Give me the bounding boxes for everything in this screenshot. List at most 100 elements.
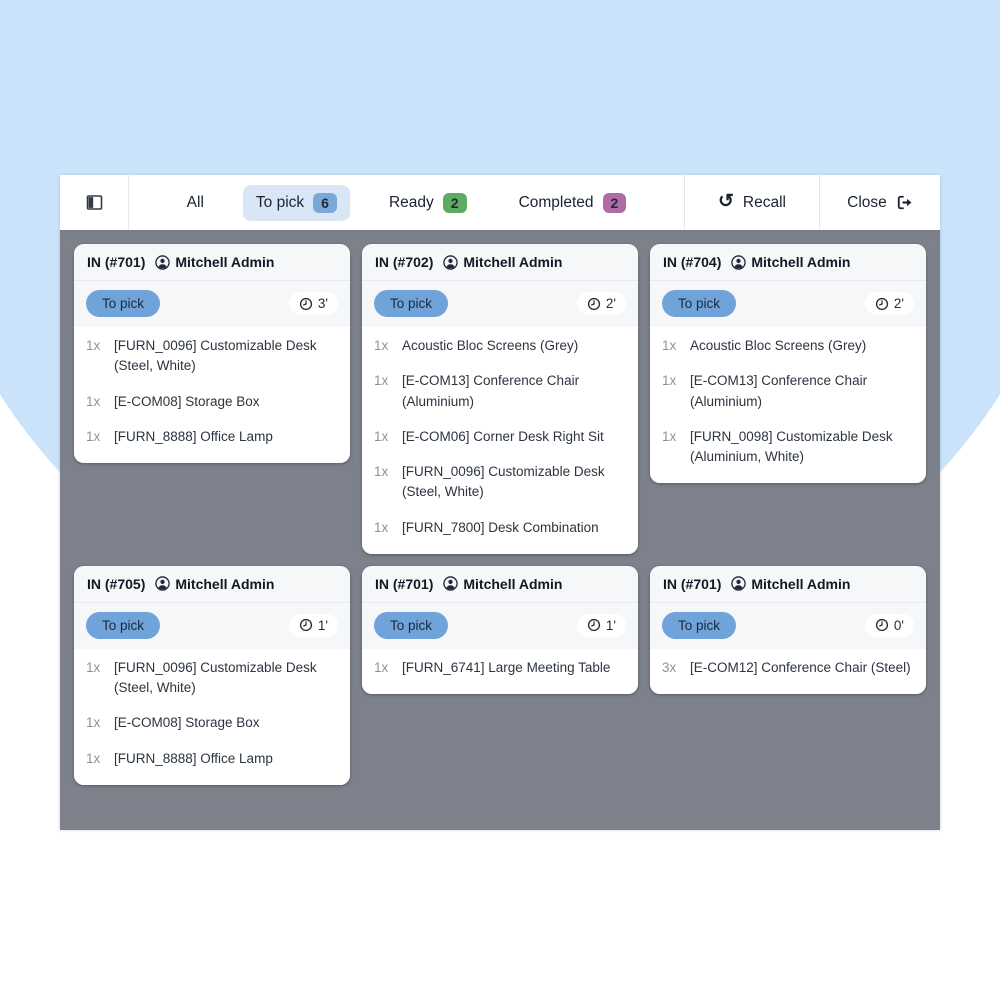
status-badge[interactable]: To pick <box>662 290 737 317</box>
clock-icon <box>875 297 889 311</box>
sidebar-toggle-button[interactable] <box>60 175 129 230</box>
clock-icon <box>587 297 601 311</box>
item-qty: 1x <box>662 338 677 353</box>
item-name: Acoustic Bloc Screens (Grey) <box>690 338 867 353</box>
filter-label: To pick <box>255 193 305 211</box>
close-button[interactable]: Close <box>819 175 940 230</box>
item-qty: 1x <box>374 428 389 444</box>
item-row: 1x [FURN_0096] Customizable Desk (Steel,… <box>86 336 338 377</box>
user-icon <box>443 254 459 270</box>
picking-reference: IN (#701) <box>375 575 434 592</box>
item-name: [FURN_7800] Desk Combination <box>402 519 599 535</box>
item-name: [FURN_8888] Office Lamp <box>114 750 273 766</box>
item-row: 1x [E-COM08] Storage Box <box>86 713 338 733</box>
user-icon <box>731 576 747 591</box>
card-header: IN (#705) Mitchell Admin To pick <box>74 565 350 649</box>
card-owner: Mitchell Admin <box>443 576 562 592</box>
item-name: [FURN_0098] Customizable Desk (Aluminium… <box>690 428 893 464</box>
item-qty: 3x <box>662 659 677 675</box>
item-name: [E-COM13] Conference Chair (Aluminium) <box>402 373 580 409</box>
picking-card[interactable]: IN (#701) Mitchell Admin To pick <box>362 565 638 694</box>
item-row: 1x [E-COM06] Corner Desk Right Sit <box>374 427 626 447</box>
item-qty: 1x <box>86 659 101 675</box>
item-row: 1x [E-COM08] Storage Box <box>86 392 338 412</box>
time-value: 1' <box>317 617 328 633</box>
time-badge: 3' <box>288 292 338 315</box>
item-name: [FURN_6741] Large Meeting Table <box>402 659 611 675</box>
sign-out-icon <box>896 194 913 211</box>
user-icon <box>443 576 459 591</box>
recall-icon: ↺ <box>718 191 734 212</box>
status-badge[interactable]: To pick <box>374 290 449 317</box>
item-row: 1x Acoustic Bloc Screens (Grey) <box>374 336 626 356</box>
card-items: 3x [E-COM12] Conference Chair (Steel) <box>650 648 926 694</box>
user-icon <box>155 576 171 591</box>
filter-label: Completed <box>518 193 594 211</box>
filter-ready[interactable]: Ready 2 <box>376 185 480 221</box>
item-name: Acoustic Bloc Screens (Grey) <box>402 338 579 353</box>
status-badge[interactable]: To pick <box>86 290 161 317</box>
status-badge[interactable]: To pick <box>86 611 161 639</box>
clock-icon <box>587 618 601 632</box>
card-header: IN (#701) Mitchell Admin To pick <box>362 565 638 649</box>
item-qty: 1x <box>374 464 389 479</box>
filter-group: All To pick 6 Ready 2 Completed 2 <box>129 175 684 230</box>
picking-card[interactable]: IN (#701) Mitchell Admin To pick <box>650 565 926 694</box>
owner-name: Mitchell Admin <box>175 575 275 592</box>
picking-card[interactable]: IN (#701) Mitchell Admin To pick <box>74 244 350 463</box>
item-name: [E-COM08] Storage Box <box>114 393 260 409</box>
picking-reference: IN (#704) <box>663 254 722 270</box>
time-badge: 2' <box>864 292 914 315</box>
item-row: 1x [FURN_0096] Customizable Desk (Steel,… <box>374 462 626 503</box>
sidebar-toggle-icon <box>85 193 104 212</box>
picking-reference: IN (#701) <box>663 575 722 592</box>
card-owner: Mitchell Admin <box>155 576 274 592</box>
item-qty: 1x <box>86 393 101 409</box>
item-row: 1x [FURN_7800] Desk Combination <box>374 518 626 538</box>
time-badge: 1' <box>288 613 338 637</box>
card-badge-row: To pick 1' <box>362 603 638 649</box>
item-qty: 1x <box>86 750 101 766</box>
item-qty: 1x <box>374 659 389 675</box>
status-badge[interactable]: To pick <box>374 611 449 639</box>
item-qty: 1x <box>662 373 677 389</box>
picking-card[interactable]: IN (#702) Mitchell Admin To pick <box>362 244 638 554</box>
user-icon <box>731 254 747 270</box>
item-name: [FURN_0096] Customizable Desk (Steel, Wh… <box>402 464 605 500</box>
filter-count-badge: 6 <box>313 192 337 213</box>
owner-name: Mitchell Admin <box>751 254 851 270</box>
time-value: 2' <box>893 296 904 311</box>
card-title-row: IN (#701) Mitchell Admin <box>74 244 350 281</box>
item-row: 1x [E-COM13] Conference Chair (Aluminium… <box>374 371 626 412</box>
card-title-row: IN (#701) Mitchell Admin <box>650 566 926 603</box>
recall-button[interactable]: ↺ Recall <box>684 175 819 230</box>
cards-grid: IN (#701) Mitchell Admin To pick <box>74 244 926 785</box>
time-badge: 0' <box>864 613 914 637</box>
card-badge-row: To pick 3' <box>74 281 350 327</box>
filter-to-pick[interactable]: To pick 6 <box>242 184 350 221</box>
time-value: 0' <box>893 617 904 633</box>
card-items: 1x [FURN_0096] Customizable Desk (Steel,… <box>74 327 350 463</box>
item-row: 1x Acoustic Bloc Screens (Grey) <box>662 336 914 356</box>
toolbar: All To pick 6 Ready 2 Completed 2 ↺ Recall Clo… <box>60 175 940 230</box>
filter-all[interactable]: All <box>174 186 217 220</box>
clock-icon <box>299 618 313 632</box>
card-header: IN (#702) Mitchell Admin To pick <box>362 244 638 327</box>
card-items: 1x Acoustic Bloc Screens (Grey) 1x [E-CO… <box>650 327 926 484</box>
status-badge[interactable]: To pick <box>662 611 737 639</box>
filter-completed[interactable]: Completed 2 <box>506 185 640 221</box>
time-value: 1' <box>605 617 616 633</box>
time-badge: 2' <box>576 292 626 315</box>
card-items: 1x [FURN_6741] Large Meeting Table <box>362 648 638 694</box>
item-qty: 1x <box>374 338 389 353</box>
recall-label: Recall <box>742 193 786 211</box>
card-owner: Mitchell Admin <box>731 576 850 592</box>
card-badge-row: To pick 2' <box>362 281 638 327</box>
card-badge-row: To pick 1' <box>74 603 350 649</box>
picking-card[interactable]: IN (#705) Mitchell Admin To pick <box>74 565 350 785</box>
picking-card[interactable]: IN (#704) Mitchell Admin To pick <box>650 244 926 484</box>
card-owner: Mitchell Admin <box>155 254 274 270</box>
picking-reference: IN (#701) <box>87 254 146 270</box>
owner-name: Mitchell Admin <box>463 575 563 592</box>
card-title-row: IN (#701) Mitchell Admin <box>362 566 638 603</box>
